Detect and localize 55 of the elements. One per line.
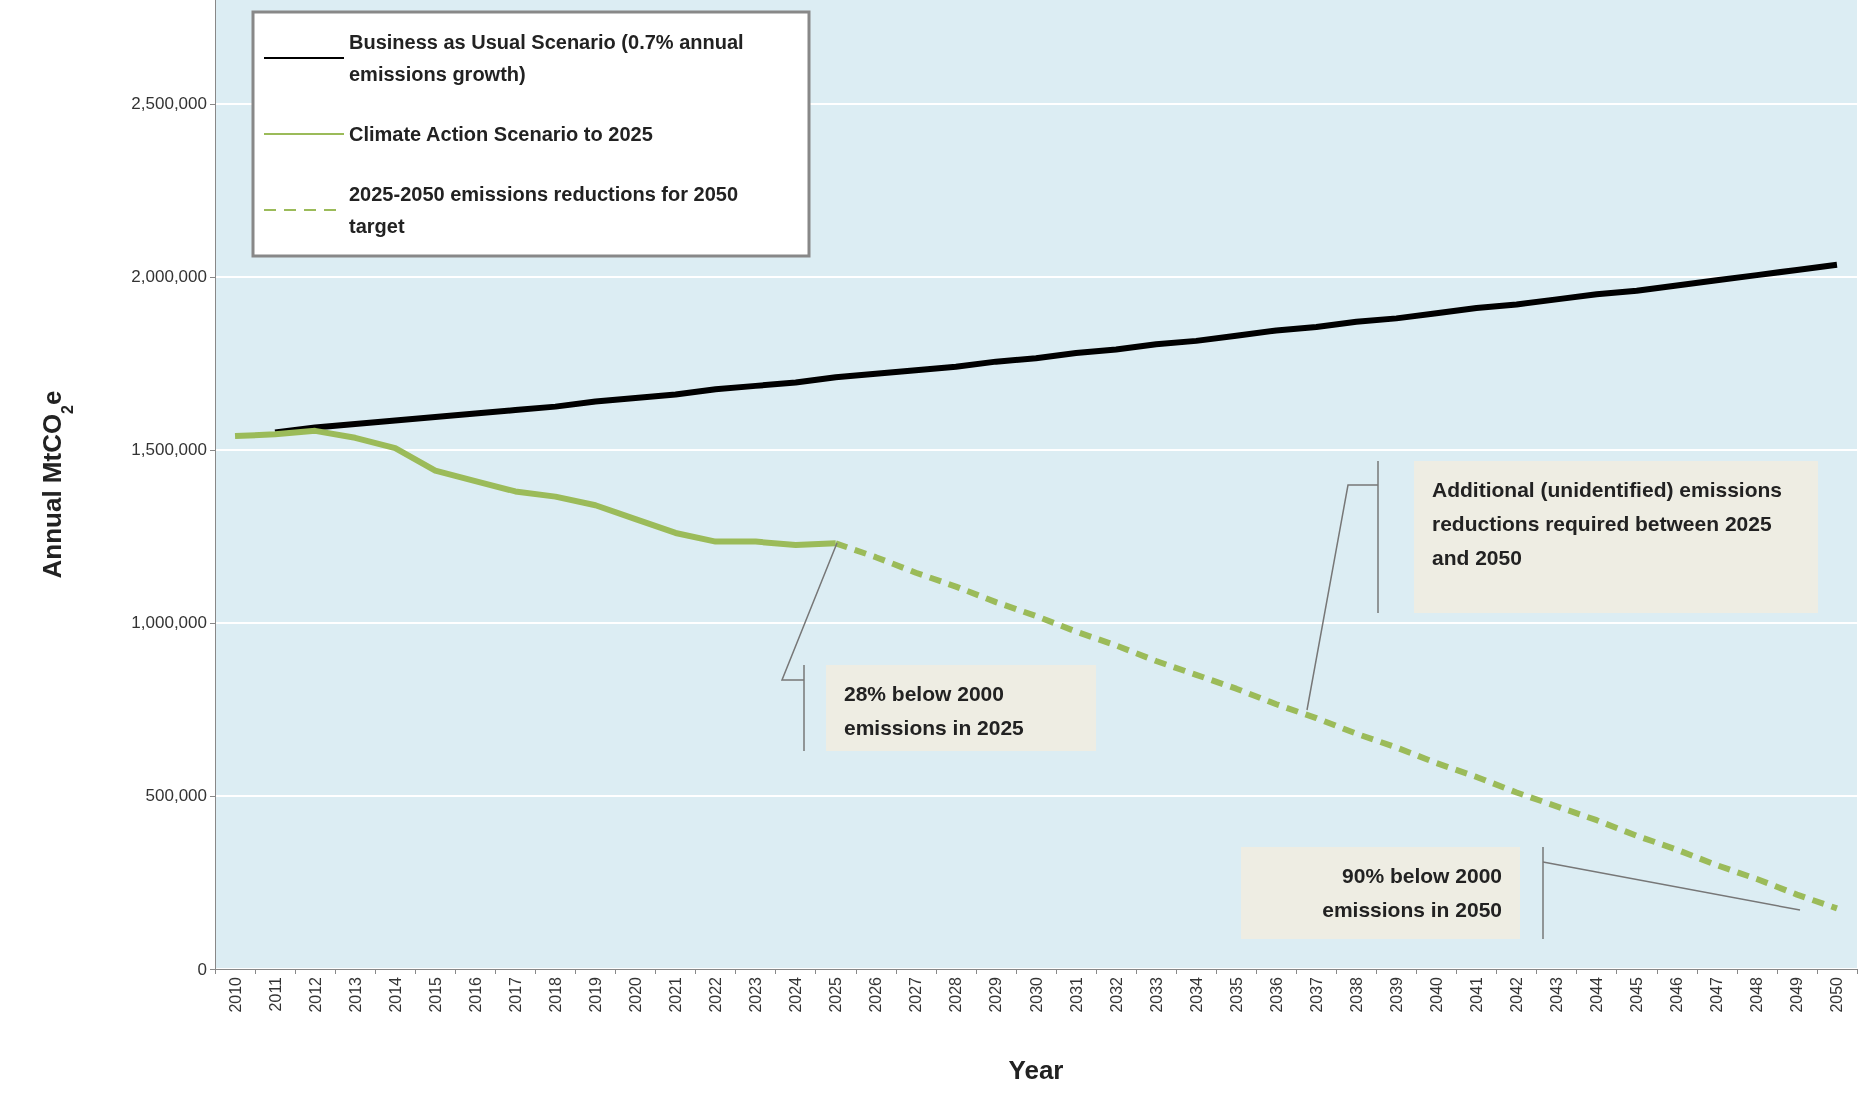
x-tick-label: 2023 [747,976,765,1013]
x-tick-label: 2040 [1427,976,1445,1013]
x-tick-label: 2011 [266,976,284,1012]
y-axis-title: Annual MtCO2e [37,390,76,579]
x-tick-label: 2026 [867,976,885,1013]
x-tick-label: 2046 [1668,976,1686,1013]
x-tick-label: 2048 [1748,976,1766,1013]
x-tick-label: 2014 [386,976,404,1013]
x-tick-label: 2028 [947,976,965,1013]
x-tick-label: 2050 [1828,976,1846,1013]
x-tick-label: 2015 [426,976,444,1013]
y-tick-label: 0 [197,959,207,979]
x-tick-label: 2044 [1588,976,1606,1013]
x-tick-label: 2037 [1307,976,1325,1013]
x-tick-label: 2030 [1027,976,1045,1013]
x-tick-label: 2016 [466,976,484,1013]
x-tick-label: 2034 [1187,976,1205,1013]
x-tick-label: 2032 [1107,976,1125,1013]
x-tick-label: 2036 [1267,976,1285,1013]
x-tick-label: 2042 [1508,976,1526,1013]
y-tick-label: 2,000,000 [131,267,207,287]
y-tick-label: 1,500,000 [131,440,207,460]
x-tick-label: 2020 [627,976,645,1013]
x-tick-label: 2041 [1468,976,1486,1013]
x-tick-label: 2031 [1067,976,1085,1013]
legend-label: Business as Usual Scenario (0.7% annual emissions growth) [349,31,750,85]
x-tick-label: 2019 [586,976,604,1013]
x-tick-label: 2035 [1227,976,1245,1013]
legend-label: 2025-2050 emissions reductions for 2050 target [349,183,744,237]
x-tick-label: 2013 [346,976,364,1013]
x-tick-label: 2018 [546,976,564,1013]
x-tick-label: 2039 [1387,976,1405,1013]
x-tick-label: 2022 [707,976,725,1013]
note-box: Additional (unidentified) emissions reductions required between 2025 and 2050 [1414,461,1818,613]
x-tick-label: 2027 [907,976,925,1013]
x-tick-label: 2045 [1628,976,1646,1013]
x-tick-label: 2047 [1708,976,1726,1013]
x-tick-label: 2010 [226,976,244,1013]
x-tick-label: 2049 [1788,976,1806,1013]
x-tick-label: 2021 [667,976,685,1013]
x-tick-label: 2033 [1147,976,1165,1013]
x-axis-title: Year [1008,1055,1064,1085]
note-box: 90% below 2000 emissions in 2050 [1241,847,1520,939]
x-tick-label: 2017 [506,976,524,1013]
x-tick-label: 2029 [987,976,1005,1013]
x-tick-label: 2012 [306,976,324,1013]
x-tick-label: 2038 [1347,976,1365,1013]
x-tick-label: 2024 [787,976,805,1013]
legend-label: Climate Action Scenario to 2025 [349,123,653,145]
y-tick-label: 500,000 [145,786,207,806]
note-box: 28% below 2000 emissions in 2025 [826,665,1096,751]
x-tick-label: 2043 [1548,976,1566,1013]
x-tick-label: 2025 [827,976,845,1013]
y-tick-label: 1,000,000 [131,613,207,633]
y-tick-label: 2,500,000 [131,94,207,114]
